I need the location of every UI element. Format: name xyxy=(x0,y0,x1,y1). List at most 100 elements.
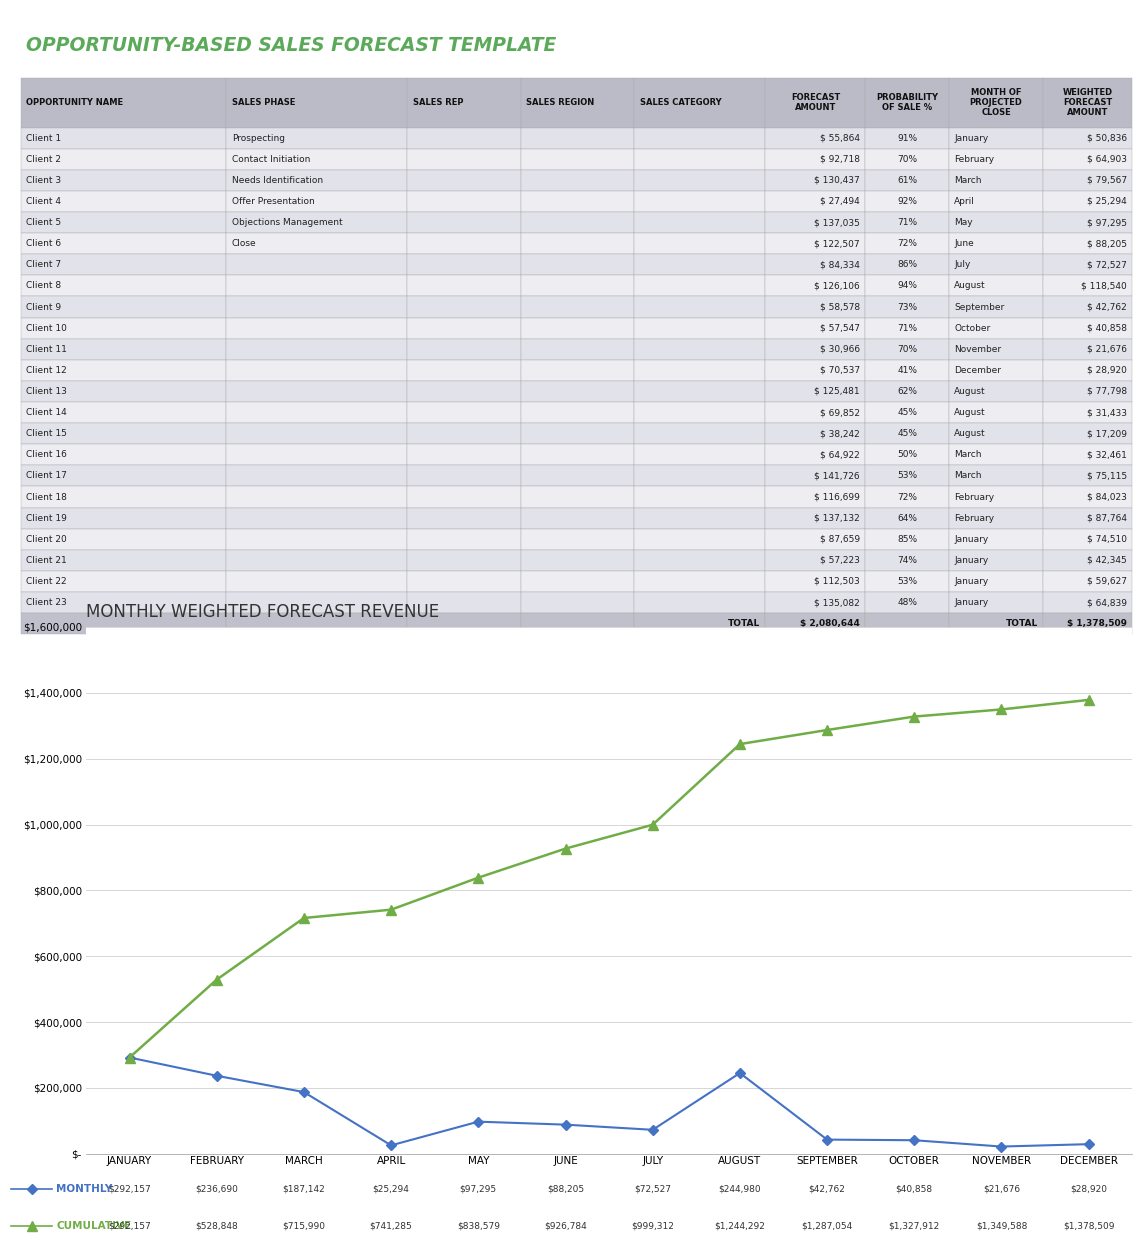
Bar xyxy=(865,549,949,571)
Text: $187,142: $187,142 xyxy=(283,1184,325,1194)
Text: 74%: 74% xyxy=(897,556,917,564)
Bar xyxy=(520,592,634,613)
Text: 86%: 86% xyxy=(897,261,917,270)
Text: Needs Identification: Needs Identification xyxy=(231,176,323,184)
Bar xyxy=(520,444,634,465)
Bar xyxy=(634,381,766,403)
Text: $28,920: $28,920 xyxy=(1070,1184,1107,1194)
Bar xyxy=(634,487,766,508)
Bar xyxy=(865,233,949,255)
Text: MONTH OF
PROJECTED
CLOSE: MONTH OF PROJECTED CLOSE xyxy=(970,88,1022,118)
Bar xyxy=(634,549,766,571)
Text: $ 135,082: $ 135,082 xyxy=(814,598,860,607)
Bar xyxy=(634,508,766,529)
Bar xyxy=(766,613,865,635)
Text: FORECAST
AMOUNT: FORECAST AMOUNT xyxy=(791,93,840,113)
Bar xyxy=(634,465,766,487)
Text: January: January xyxy=(955,134,989,143)
Bar xyxy=(408,128,520,149)
Text: $715,990: $715,990 xyxy=(282,1221,325,1231)
Text: November: November xyxy=(955,345,1002,354)
Bar xyxy=(949,613,1043,635)
Bar xyxy=(949,529,1043,549)
Text: Client 13: Client 13 xyxy=(26,387,68,396)
Bar xyxy=(634,529,766,549)
Bar xyxy=(226,403,408,423)
Bar xyxy=(949,360,1043,381)
Bar xyxy=(949,508,1043,529)
Bar xyxy=(226,549,408,571)
Bar xyxy=(226,444,408,465)
Bar xyxy=(865,508,949,529)
Text: Client 17: Client 17 xyxy=(26,472,68,480)
Text: October: October xyxy=(955,324,990,332)
Text: $ 42,345: $ 42,345 xyxy=(1086,556,1127,564)
Bar xyxy=(21,571,226,592)
Bar xyxy=(520,149,634,169)
Text: $ 30,966: $ 30,966 xyxy=(819,345,860,354)
Bar xyxy=(865,403,949,423)
Text: $ 2,080,644: $ 2,080,644 xyxy=(800,619,860,628)
Text: Client 16: Client 16 xyxy=(26,450,68,459)
Bar xyxy=(865,276,949,296)
Text: $292,157: $292,157 xyxy=(108,1184,151,1194)
Text: $741,285: $741,285 xyxy=(370,1221,413,1231)
Bar xyxy=(1043,508,1132,529)
Text: Offer Presentation: Offer Presentation xyxy=(231,197,315,206)
Text: $ 84,334: $ 84,334 xyxy=(821,261,860,270)
Bar xyxy=(226,317,408,339)
Text: $72,527: $72,527 xyxy=(634,1184,672,1194)
Bar xyxy=(226,78,408,128)
Bar xyxy=(634,423,766,444)
Text: $292,157: $292,157 xyxy=(108,1221,151,1231)
Bar xyxy=(949,549,1043,571)
Text: September: September xyxy=(955,302,1005,311)
Bar xyxy=(865,381,949,403)
Text: January: January xyxy=(955,577,989,586)
Bar xyxy=(949,296,1043,317)
Bar xyxy=(408,212,520,233)
Bar xyxy=(408,423,520,444)
Bar xyxy=(865,529,949,549)
Bar xyxy=(634,592,766,613)
Text: 72%: 72% xyxy=(897,240,917,248)
Bar xyxy=(766,255,865,276)
Text: February: February xyxy=(955,154,995,164)
Text: May: May xyxy=(955,218,973,227)
Text: 41%: 41% xyxy=(897,366,917,375)
Text: $ 122,507: $ 122,507 xyxy=(815,240,860,248)
Bar xyxy=(21,423,226,444)
Bar xyxy=(865,317,949,339)
Text: $ 31,433: $ 31,433 xyxy=(1086,408,1127,418)
Bar xyxy=(21,128,226,149)
Bar xyxy=(520,549,634,571)
Text: 45%: 45% xyxy=(897,429,917,438)
Text: $ 92,718: $ 92,718 xyxy=(819,154,860,164)
Bar xyxy=(21,508,226,529)
Bar xyxy=(226,128,408,149)
Text: $ 28,920: $ 28,920 xyxy=(1086,366,1127,375)
Bar xyxy=(634,403,766,423)
Bar xyxy=(520,78,634,128)
Bar xyxy=(408,233,520,255)
Bar xyxy=(226,487,408,508)
Text: Client 4: Client 4 xyxy=(26,197,61,206)
Bar xyxy=(520,276,634,296)
Text: March: March xyxy=(955,176,982,184)
Text: TOTAL: TOTAL xyxy=(1005,619,1038,628)
Text: $ 118,540: $ 118,540 xyxy=(1081,281,1127,291)
Text: 62%: 62% xyxy=(897,387,917,396)
Bar xyxy=(1043,571,1132,592)
Text: $ 27,494: $ 27,494 xyxy=(821,197,860,206)
Bar xyxy=(226,169,408,191)
Bar xyxy=(226,296,408,317)
Text: SALES PHASE: SALES PHASE xyxy=(231,98,296,107)
Text: $ 88,205: $ 88,205 xyxy=(1086,240,1127,248)
Bar xyxy=(865,613,949,635)
Bar xyxy=(865,78,949,128)
Text: $926,784: $926,784 xyxy=(544,1221,587,1231)
Bar xyxy=(766,381,865,403)
Text: August: August xyxy=(955,408,986,418)
Text: $ 137,035: $ 137,035 xyxy=(814,218,860,227)
Bar xyxy=(520,339,634,360)
